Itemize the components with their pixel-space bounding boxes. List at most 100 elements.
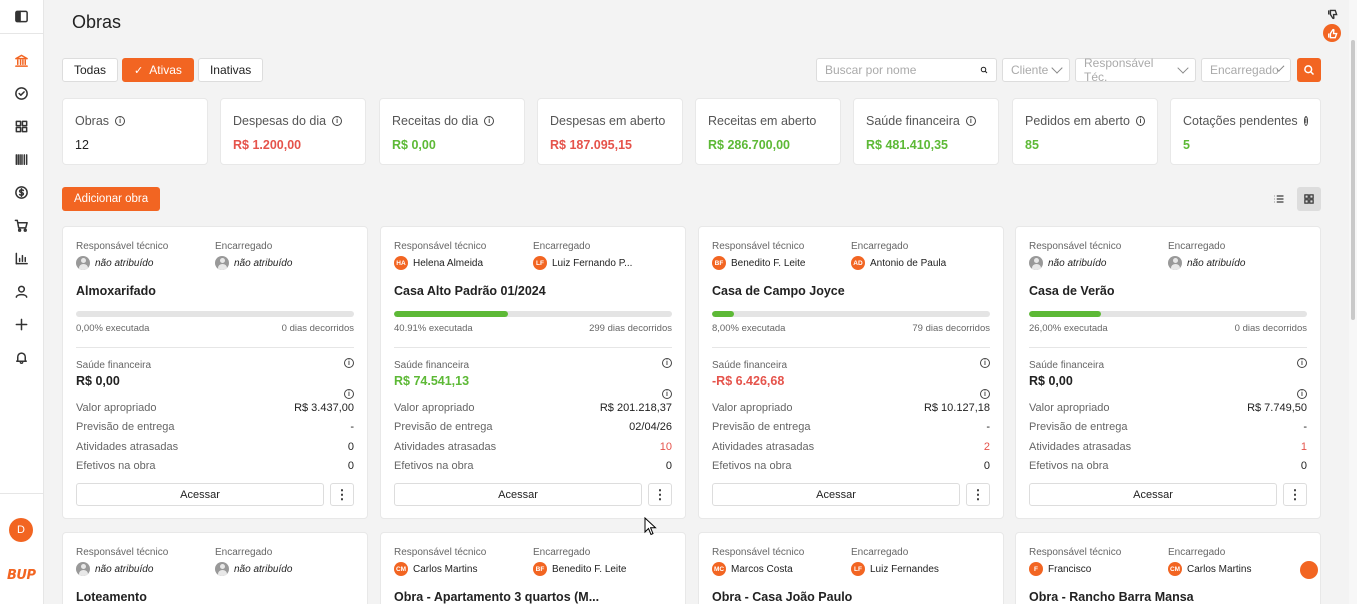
- foreman-label: Encarregado: [1168, 547, 1226, 558]
- person: F Francisco: [1029, 562, 1168, 576]
- more-options-button[interactable]: ⋮: [1283, 483, 1307, 506]
- bank-icon[interactable]: [8, 47, 34, 73]
- info-icon[interactable]: i: [1297, 389, 1307, 399]
- thumbs-up-icon[interactable]: [1323, 24, 1341, 42]
- info-icon[interactable]: i: [1303, 116, 1308, 126]
- access-button[interactable]: Acessar: [712, 483, 960, 506]
- info-icon[interactable]: i: [980, 389, 990, 399]
- tech-responsible-select[interactable]: Responsável Téc.: [1075, 56, 1196, 84]
- client-select[interactable]: Cliente: [1002, 58, 1070, 82]
- detail-label: Atividades atrasadas: [76, 440, 179, 453]
- person-avatar: MC: [712, 562, 726, 576]
- info-icon[interactable]: i: [662, 389, 672, 399]
- obra-title: Almoxarifado: [76, 284, 156, 298]
- tab-inativas[interactable]: Inativas: [197, 58, 264, 82]
- detail-label: Previsão de entrega: [712, 421, 811, 434]
- info-icon[interactable]: i: [1297, 358, 1307, 368]
- detail-row: Valor apropriado R$ 3.437,00: [76, 398, 354, 418]
- tab-label: Todas: [74, 63, 107, 77]
- grid-icon[interactable]: [8, 113, 34, 139]
- cart-icon[interactable]: [8, 212, 34, 238]
- detail-row: Previsão de entrega -: [76, 418, 354, 438]
- user-avatar[interactable]: D: [9, 518, 33, 542]
- search-icon: [1304, 65, 1315, 76]
- bar-chart-icon[interactable]: [8, 245, 34, 271]
- card-actions: Acessar ⋮: [1029, 483, 1307, 506]
- tab-ativas[interactable]: ✓ Ativas: [122, 58, 194, 82]
- detail-label: Atividades atrasadas: [394, 440, 497, 453]
- foreman-label: Encarregado: [215, 241, 273, 252]
- more-options-button[interactable]: ⋮: [966, 483, 990, 506]
- tech-responsible: Responsável técnico não atribuído: [76, 547, 215, 576]
- tab-todas[interactable]: Todas: [62, 58, 119, 82]
- info-icon[interactable]: i: [344, 358, 354, 368]
- foreman-select[interactable]: Encarregado: [1201, 58, 1291, 82]
- panel-toggle-icon[interactable]: [8, 3, 34, 29]
- stat-value: 5: [1183, 138, 1190, 152]
- info-icon[interactable]: i: [662, 358, 672, 368]
- detail-row: Efetivos na obra 0: [712, 457, 990, 477]
- obra-card: Responsável técnico CM Carlos Martins Encar…: [380, 532, 686, 604]
- responsibles-row: Responsável técnico HA Helena Almeida Encar…: [394, 241, 672, 270]
- stat-card: Receitas do dia i R$ 0,00: [379, 98, 525, 165]
- foreman: Encarregado BF Benedito F. Leite: [533, 547, 672, 576]
- detail-label: Efetivos na obra: [1029, 460, 1109, 473]
- person: MC Marcos Costa: [712, 562, 851, 576]
- late-activities: 10: [659, 440, 672, 453]
- user-icon[interactable]: [8, 278, 34, 304]
- info-icon[interactable]: i: [344, 389, 354, 399]
- info-icon[interactable]: i: [965, 116, 976, 126]
- more-options-button[interactable]: ⋮: [648, 483, 672, 506]
- detail-row: Valor apropriado R$ 201.218,37: [394, 398, 672, 418]
- info-icon[interactable]: i: [115, 116, 126, 126]
- scrollbar-thumb[interactable]: [1351, 40, 1355, 320]
- days-elapsed: 299 dias decorridos: [589, 323, 672, 334]
- list-view-icon[interactable]: [1268, 188, 1290, 210]
- foreman-label: Encarregado: [215, 547, 273, 558]
- dollar-icon[interactable]: [8, 179, 34, 205]
- search-button[interactable]: [1297, 58, 1321, 82]
- obra-title: Obra - Apartamento 3 quartos (M...: [394, 590, 600, 604]
- access-button[interactable]: Acessar: [76, 483, 324, 506]
- search-input[interactable]: [825, 63, 980, 77]
- plus-icon[interactable]: [8, 311, 34, 337]
- bell-icon[interactable]: [8, 344, 34, 370]
- info-icon[interactable]: i: [332, 116, 343, 126]
- responsibles-row: Responsável técnico CM Carlos Martins Encar…: [394, 547, 672, 576]
- detail-label: Valor apropriado: [76, 401, 157, 414]
- late-activities: 1: [1300, 440, 1307, 453]
- divider: [1029, 347, 1307, 348]
- info-icon[interactable]: i: [1135, 116, 1145, 126]
- tech-responsible: Responsável técnico F Francisco: [1029, 547, 1168, 576]
- foreman-label: Encarregado: [851, 547, 909, 558]
- financial-health-label: Saúde financeira: [394, 360, 470, 371]
- stat-label-text: Despesas em aberto: [550, 114, 666, 128]
- sidebar-divider: [0, 33, 44, 34]
- access-button[interactable]: Acessar: [394, 483, 642, 506]
- detail-row: Valor apropriado R$ 10.127,18: [712, 398, 990, 418]
- stat-value: R$ 481.410,35: [866, 138, 949, 152]
- feedback-icons: [1322, 4, 1342, 24]
- detail-label: Efetivos na obra: [394, 460, 474, 473]
- responsibles-row: Responsável técnico não atribuído Encarreg…: [76, 547, 354, 576]
- grid-view-icon[interactable]: [1297, 187, 1321, 211]
- detail-label: Previsão de entrega: [1029, 421, 1128, 434]
- add-obra-button[interactable]: Adicionar obra: [62, 187, 161, 211]
- thumbs-down-icon[interactable]: [1322, 4, 1342, 24]
- floating-avatar[interactable]: [1300, 561, 1318, 579]
- access-button[interactable]: Acessar: [1029, 483, 1277, 506]
- scrollbar[interactable]: [1349, 0, 1357, 604]
- more-options-button[interactable]: ⋮: [330, 483, 354, 506]
- stat-card: Receitas em aberto R$ 286.700,00: [695, 98, 841, 165]
- person: CM Carlos Martins: [394, 562, 533, 576]
- barcode-icon[interactable]: [8, 146, 34, 172]
- obra-title: Obra - Casa João Paulo: [712, 590, 853, 604]
- check-circle-icon[interactable]: [8, 80, 34, 106]
- detail-row: Efetivos na obra 0: [394, 457, 672, 477]
- progress-info: 26,00% executada 0 dias decorridos: [1029, 323, 1307, 334]
- info-icon[interactable]: i: [484, 116, 495, 126]
- person-name: Helena Almeida: [413, 257, 484, 269]
- tech-responsible: Responsável técnico não atribuído: [76, 241, 215, 270]
- info-icon[interactable]: i: [980, 358, 990, 368]
- obra-card: Responsável técnico não atribuído Encarreg…: [62, 226, 368, 519]
